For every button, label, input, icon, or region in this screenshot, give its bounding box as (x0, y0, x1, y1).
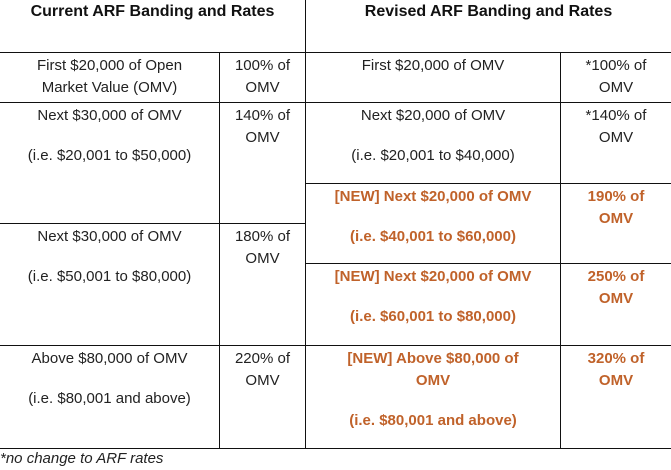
rate-text: 140% of (234, 107, 291, 124)
revised-band-cell: [NEW] Next $20,000 of OMV (i.e. $60,001 t… (306, 266, 560, 328)
rate-text: *140% of (585, 107, 647, 124)
revised-rate-cell: *100% of OMV (561, 55, 671, 99)
row-divider (0, 345, 671, 346)
band-text: Above $80,000 of OMV (31, 350, 188, 367)
revised-rate-cell: 320% of OMV (561, 348, 671, 392)
band-range: (i.e. $80,001 and above) (28, 390, 191, 407)
band-text: Next $20,000 of OMV (360, 107, 506, 124)
rate-text: OMV (598, 79, 634, 96)
rate-text: 250% of (587, 268, 645, 285)
current-rate-cell: 140% of OMV (220, 105, 305, 149)
footnote: *no change to ARF rates (0, 450, 164, 467)
band-range: (i.e. $40,001 to $60,000) (350, 228, 516, 245)
current-band-cell: Next $30,000 of OMV (i.e. $50,001 to $80,… (0, 226, 219, 288)
row-divider (305, 183, 671, 184)
rate-text: 220% of (234, 350, 291, 367)
band-range: (i.e. $80,001 and above) (349, 412, 517, 429)
band-text: Next $30,000 of OMV (37, 228, 182, 245)
col-divider (560, 52, 561, 448)
band-range: (i.e. $20,001 to $40,000) (351, 147, 515, 164)
rate-text: 180% of (234, 228, 291, 245)
rate-text: OMV (598, 210, 634, 227)
band-text: First $20,000 of Open (36, 57, 183, 74)
band-text: [NEW] Next $20,000 of OMV (334, 188, 532, 205)
current-band-cell: First $20,000 of Open Market Value (OMV) (0, 55, 219, 99)
rate-text: OMV (245, 250, 280, 267)
rate-text: 100% of (234, 57, 291, 74)
row-divider (0, 102, 671, 103)
header-divider (0, 52, 671, 53)
current-header: Current ARF Banding and Rates (30, 3, 275, 20)
rate-text: OMV (598, 372, 634, 389)
rate-text: 320% of (587, 350, 645, 367)
revised-band-cell: Next $20,000 of OMV (i.e. $20,001 to $40,… (306, 105, 560, 167)
rate-text: OMV (245, 79, 280, 96)
revised-band-cell: [NEW] Above $80,000 of OMV (i.e. $80,001 a… (306, 348, 560, 432)
revised-rate-cell: 190% of OMV (561, 186, 671, 230)
section-divider (305, 0, 306, 448)
revised-band-cell: [NEW] Next $20,000 of OMV (i.e. $40,001 t… (306, 186, 560, 248)
rate-text: OMV (245, 372, 280, 389)
band-range: (i.e. $50,001 to $80,000) (27, 268, 192, 285)
current-band-cell: Next $30,000 of OMV (i.e. $20,001 to $50,… (0, 105, 219, 167)
current-rate-cell: 220% of OMV (220, 348, 305, 392)
band-range: (i.e. $60,001 to $80,000) (350, 308, 516, 325)
revised-rate-cell: 250% of OMV (561, 266, 671, 310)
rate-text: *100% of (585, 57, 647, 74)
revised-rate-cell: *140% of OMV (561, 105, 671, 149)
row-divider (0, 223, 305, 224)
col-divider (219, 52, 220, 448)
table-bottom (0, 448, 671, 449)
band-text: Next $30,000 of OMV (37, 107, 182, 124)
band-text: Market Value (OMV) (41, 79, 178, 96)
band-text: [NEW] Above $80,000 of (347, 350, 519, 367)
revised-header: Revised ARF Banding and Rates (364, 3, 613, 20)
band-text: First $20,000 of OMV (361, 57, 505, 74)
band-text: [NEW] Next $20,000 of OMV (334, 268, 532, 285)
rate-text: OMV (598, 129, 634, 146)
rate-text: 190% of (587, 188, 645, 205)
current-band-cell: Above $80,000 of OMV (i.e. $80,001 and ab… (0, 348, 219, 410)
rate-text: OMV (245, 129, 280, 146)
band-range: (i.e. $20,001 to $50,000) (27, 147, 192, 164)
current-rate-cell: 100% of OMV (220, 55, 305, 99)
row-divider (305, 263, 671, 264)
revised-band-cell: First $20,000 of OMV (306, 55, 560, 77)
rate-text: OMV (598, 290, 634, 307)
current-rate-cell: 180% of OMV (220, 226, 305, 270)
band-text: OMV (415, 372, 451, 389)
